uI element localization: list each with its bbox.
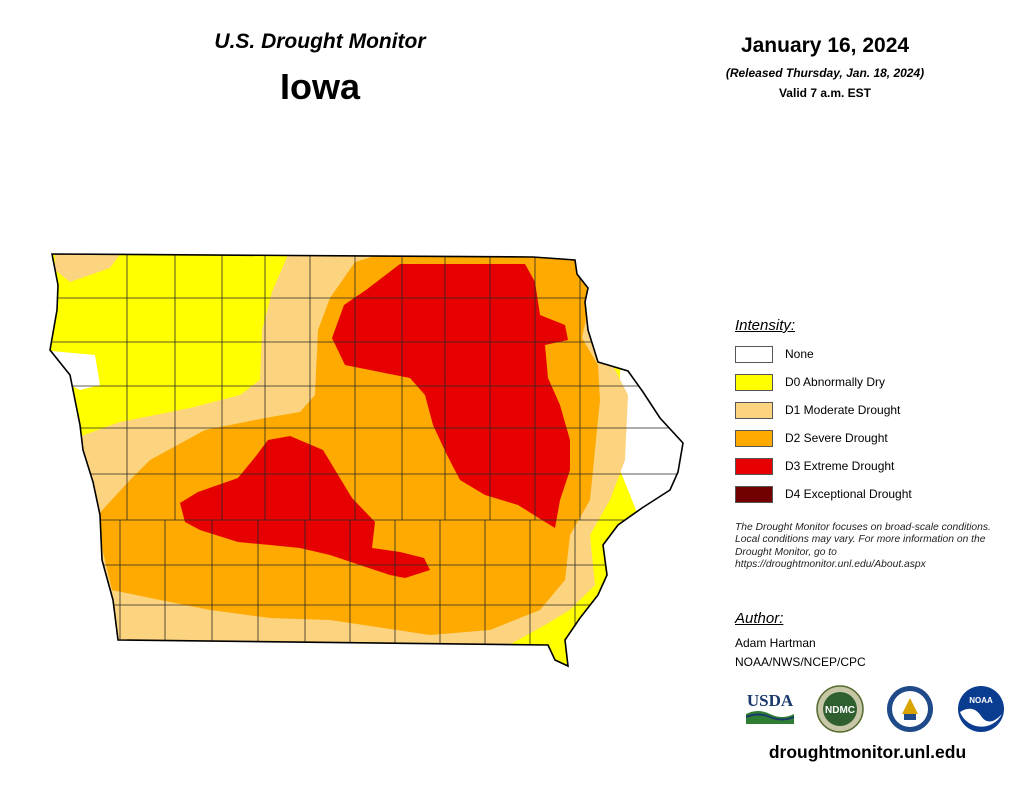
noaa-logo: NOAA	[958, 686, 1004, 732]
d1-area-northwest	[55, 254, 130, 282]
legend-item-d4: D4 Exceptional Drought	[735, 484, 912, 504]
legend-swatch-d1	[735, 401, 773, 419]
legend-item-d1: D1 Moderate Drought	[735, 400, 900, 420]
legend-swatch-d3	[735, 457, 773, 475]
valid-time: Valid 7 a.m. EST	[778, 86, 872, 100]
legend-label-d0: D0 Abnormally Dry	[785, 375, 886, 389]
legend-item-d3: D3 Extreme Drought	[735, 456, 894, 476]
author-organization: NOAA/NWS/NCEP/CPC	[735, 655, 866, 669]
legend-swatch-d2	[735, 429, 773, 447]
release-note: (Released Thursday, Jan. 18, 2024)	[725, 66, 925, 80]
legend-item-d2: D2 Severe Drought	[735, 428, 888, 448]
d3-area-central	[180, 436, 430, 578]
legend-swatch-d4	[735, 485, 773, 503]
ndmc-logo-text: NDMC	[825, 705, 855, 716]
county-boundaries	[50, 254, 683, 660]
legend-label-d3: D3 Extreme Drought	[785, 459, 895, 473]
state-title: Iowa	[279, 66, 360, 107]
doc-seal-logo	[887, 686, 933, 732]
usda-logo: USDA	[745, 691, 795, 724]
disclaimer-text: The Drought Monitor focuses on broad-sca…	[735, 522, 991, 571]
legend-label-d4: D4 Exceptional Drought	[785, 487, 912, 501]
legend-item-none: None	[735, 344, 814, 364]
iowa-drought-map	[49, 253, 684, 667]
noaa-logo-text: NOAA	[969, 696, 993, 705]
monitor-title: U.S. Drought Monitor	[214, 30, 426, 53]
ndmc-logo: NDMC	[816, 685, 864, 733]
website-url[interactable]: droughtmonitor.unl.edu	[768, 742, 967, 762]
map-date: January 16, 2024	[740, 34, 910, 57]
none-area-west	[50, 350, 100, 390]
legend-label-none: None	[785, 347, 814, 361]
d3-area-northeast	[332, 264, 570, 528]
usda-logo-text: USDA	[747, 691, 794, 710]
legend-label-d1: D1 Moderate Drought	[785, 403, 901, 417]
legend-swatch-none	[735, 345, 773, 363]
legend-item-d0: D0 Abnormally Dry	[735, 372, 885, 392]
legend-swatch-d0	[735, 373, 773, 391]
legend-label-d2: D2 Severe Drought	[785, 431, 888, 445]
author-heading: Author:	[735, 610, 784, 627]
author-name: Adam Hartman	[735, 636, 816, 650]
legend-heading: Intensity:	[735, 317, 796, 334]
